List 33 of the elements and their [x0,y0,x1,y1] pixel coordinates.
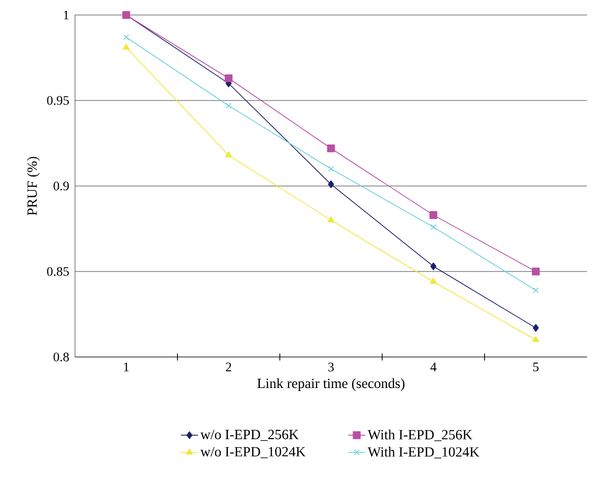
point [430,262,436,270]
x-tick-label: 3 [328,362,334,372]
y-tick-label: 0.95 [47,96,69,105]
legend-label: w/o I-EPD_256K [200,430,299,441]
legend-label: With I-EPD_256K [368,430,472,442]
x-tick-label: 4 [430,362,436,372]
y-tick-label: 0.9 [54,182,69,190]
y-tick-label: 1 [64,10,69,20]
x-tick-label: 1 [124,362,129,372]
point [430,224,436,230]
point [328,216,334,222]
point [532,268,540,276]
point [224,74,232,82]
point [226,102,232,108]
x-tick-label: 2 [226,362,232,372]
y-tick-label: 0.8 [54,352,69,362]
point [327,144,335,152]
point [122,44,130,50]
x-tick-label: 5 [533,362,539,372]
legend-label: With I-EPD_1024K [368,446,480,458]
point [532,324,539,332]
point [429,211,438,219]
legend-label: w/o I-EPD_1024K [200,446,306,458]
point [430,278,437,284]
point [123,34,130,40]
point [225,151,232,158]
x-axis-title: Link repair time (seconds) [257,378,404,391]
y-axis-title: PRUF (%) [27,156,40,216]
y-tick-label: 0.85 [47,267,69,276]
point [328,166,334,172]
point [532,336,540,342]
point [532,287,539,294]
point [328,180,334,188]
